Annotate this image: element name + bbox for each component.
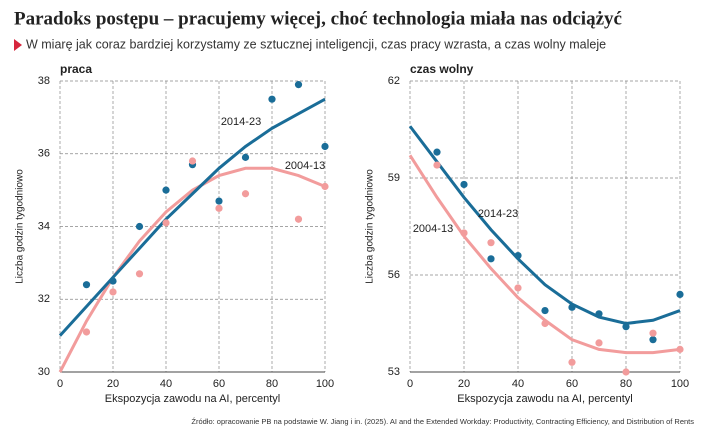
title: Paradoks postępu – pracujemy więcej, cho… bbox=[14, 8, 622, 29]
series-label: 2004-13 bbox=[413, 223, 453, 235]
y-tick-label: 38 bbox=[38, 75, 50, 87]
series-label: 2014-23 bbox=[478, 208, 518, 220]
x-axis-label: Ekspozycja zawodu na AI, percentyl bbox=[105, 393, 280, 405]
x-tick-label: 40 bbox=[160, 378, 172, 390]
y-tick-label: 53 bbox=[388, 366, 400, 378]
trend-line bbox=[408, 125, 681, 326]
y-axis-label: Liczba godzin tygodniowo bbox=[15, 169, 26, 284]
y-tick-label: 56 bbox=[388, 269, 400, 281]
x-axis-label: Ekspozycja zawodu na AI, percentyl bbox=[457, 393, 632, 405]
point bbox=[82, 328, 91, 336]
panel-title: praca bbox=[60, 62, 92, 76]
point bbox=[268, 95, 276, 103]
point bbox=[622, 323, 630, 331]
x-tick-label: 0 bbox=[57, 378, 63, 390]
y-tick-label: 59 bbox=[388, 172, 400, 184]
x-tick-label: 20 bbox=[107, 378, 119, 390]
point bbox=[321, 182, 329, 191]
point bbox=[541, 306, 549, 315]
point bbox=[460, 180, 468, 189]
x-tick-label: 40 bbox=[512, 378, 524, 390]
x-tick-label: 100 bbox=[316, 378, 334, 390]
point bbox=[649, 329, 657, 337]
subtitle: W miarę jak coraz bardziej korzystamy ze… bbox=[26, 37, 606, 51]
point bbox=[676, 345, 684, 353]
point bbox=[109, 277, 117, 285]
x-tick-label: 80 bbox=[266, 378, 278, 390]
point bbox=[568, 303, 576, 311]
point bbox=[433, 148, 441, 156]
point bbox=[460, 229, 468, 237]
point bbox=[294, 215, 303, 223]
point bbox=[433, 161, 441, 169]
point bbox=[487, 255, 495, 263]
point bbox=[514, 252, 522, 260]
x-tick-label: 100 bbox=[671, 378, 689, 390]
point bbox=[595, 310, 603, 318]
x-tick-label: 80 bbox=[620, 378, 632, 390]
point bbox=[135, 222, 144, 231]
point bbox=[162, 186, 170, 194]
point bbox=[162, 219, 170, 227]
point bbox=[514, 284, 522, 292]
point bbox=[241, 190, 250, 198]
point bbox=[568, 358, 576, 366]
x-tick-label: 20 bbox=[458, 378, 470, 390]
point bbox=[82, 281, 91, 289]
point bbox=[622, 368, 630, 376]
panel-title: czas wolny bbox=[410, 62, 474, 76]
point bbox=[487, 239, 495, 247]
point bbox=[541, 319, 549, 328]
y-tick-label: 30 bbox=[38, 366, 50, 378]
point bbox=[241, 153, 250, 161]
source: Źródło: opracowanie PB na podstawie W. J… bbox=[191, 417, 694, 426]
point bbox=[595, 339, 603, 347]
trend-line bbox=[58, 97, 326, 337]
point bbox=[649, 336, 657, 344]
y-tick-label: 36 bbox=[38, 148, 50, 160]
point bbox=[321, 142, 329, 151]
series-label: 2014-23 bbox=[221, 116, 261, 128]
point bbox=[294, 81, 303, 89]
point bbox=[109, 288, 117, 296]
y-axis-label: Liczba godzin tygodniowo bbox=[365, 169, 376, 284]
y-tick-label: 62 bbox=[388, 75, 400, 87]
y-tick-label: 34 bbox=[38, 220, 50, 232]
x-tick-label: 60 bbox=[213, 378, 225, 390]
point bbox=[135, 270, 144, 278]
series-label: 2004-13 bbox=[285, 160, 325, 172]
x-tick-label: 60 bbox=[566, 378, 578, 390]
point bbox=[215, 204, 223, 212]
trend-line bbox=[58, 166, 326, 373]
point bbox=[676, 290, 684, 298]
point bbox=[215, 197, 223, 205]
y-tick-label: 32 bbox=[38, 293, 50, 305]
x-tick-label: 0 bbox=[407, 378, 413, 390]
point bbox=[188, 157, 197, 165]
bullet bbox=[14, 39, 22, 51]
